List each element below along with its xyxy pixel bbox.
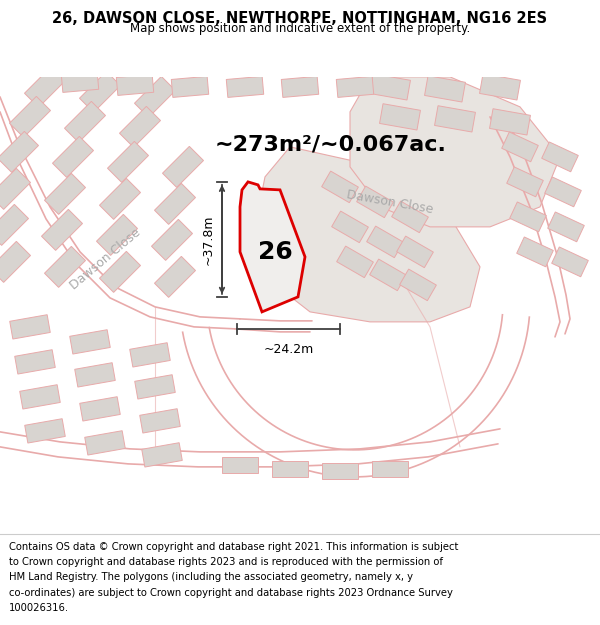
Polygon shape — [332, 211, 368, 242]
Text: to Crown copyright and database rights 2023 and is reproduced with the permissio: to Crown copyright and database rights 2… — [9, 557, 443, 567]
Polygon shape — [226, 76, 264, 98]
Polygon shape — [542, 142, 578, 172]
Polygon shape — [80, 397, 120, 421]
Polygon shape — [281, 76, 319, 98]
Text: Dawson Close: Dawson Close — [67, 226, 143, 292]
Polygon shape — [130, 342, 170, 367]
Polygon shape — [356, 186, 394, 218]
Polygon shape — [0, 168, 31, 209]
Polygon shape — [370, 259, 406, 291]
Polygon shape — [75, 362, 115, 387]
Polygon shape — [0, 131, 38, 173]
Polygon shape — [545, 177, 581, 207]
Polygon shape — [380, 104, 421, 130]
Polygon shape — [0, 204, 29, 246]
Polygon shape — [79, 71, 121, 112]
Polygon shape — [15, 350, 55, 374]
Polygon shape — [41, 209, 83, 251]
Polygon shape — [140, 409, 180, 433]
Polygon shape — [135, 375, 175, 399]
Polygon shape — [392, 201, 428, 232]
Text: ~24.2m: ~24.2m — [263, 343, 314, 356]
Polygon shape — [154, 256, 196, 298]
Polygon shape — [506, 167, 544, 197]
Polygon shape — [372, 461, 408, 477]
Polygon shape — [255, 147, 480, 322]
Text: Dawson Close: Dawson Close — [346, 188, 434, 216]
Text: HM Land Registry. The polygons (including the associated geometry, namely x, y: HM Land Registry. The polygons (includin… — [9, 572, 413, 582]
Polygon shape — [517, 237, 553, 267]
Polygon shape — [548, 212, 584, 242]
Polygon shape — [100, 251, 140, 292]
Polygon shape — [25, 419, 65, 443]
Polygon shape — [222, 457, 258, 473]
Polygon shape — [10, 96, 50, 138]
Polygon shape — [52, 136, 94, 178]
Polygon shape — [25, 66, 65, 108]
Polygon shape — [502, 132, 538, 162]
Polygon shape — [119, 106, 161, 148]
Polygon shape — [400, 269, 436, 301]
Polygon shape — [479, 74, 520, 100]
Polygon shape — [425, 76, 466, 102]
Polygon shape — [85, 431, 125, 455]
Polygon shape — [44, 246, 86, 288]
Polygon shape — [97, 214, 137, 256]
Polygon shape — [154, 183, 196, 224]
Text: Contains OS data © Crown copyright and database right 2021. This information is : Contains OS data © Crown copyright and d… — [9, 542, 458, 552]
Polygon shape — [490, 109, 530, 135]
Polygon shape — [171, 76, 209, 98]
Polygon shape — [20, 385, 60, 409]
Polygon shape — [272, 461, 308, 477]
Polygon shape — [142, 442, 182, 467]
Polygon shape — [551, 247, 589, 277]
Polygon shape — [44, 173, 86, 214]
Polygon shape — [397, 236, 433, 268]
Text: Map shows position and indicative extent of the property.: Map shows position and indicative extent… — [130, 22, 470, 35]
Polygon shape — [240, 182, 305, 312]
Polygon shape — [370, 74, 410, 100]
Text: 26: 26 — [257, 240, 292, 264]
Polygon shape — [151, 219, 193, 261]
Polygon shape — [322, 171, 358, 202]
Polygon shape — [10, 315, 50, 339]
Text: 100026316.: 100026316. — [9, 602, 69, 612]
Polygon shape — [0, 241, 31, 282]
Polygon shape — [134, 76, 176, 118]
Polygon shape — [100, 178, 140, 219]
Text: ~273m²/~0.067ac.: ~273m²/~0.067ac. — [215, 135, 447, 155]
Text: 26, DAWSON CLOSE, NEWTHORPE, NOTTINGHAM, NG16 2ES: 26, DAWSON CLOSE, NEWTHORPE, NOTTINGHAM,… — [52, 11, 548, 26]
Polygon shape — [509, 202, 547, 232]
Polygon shape — [434, 106, 475, 132]
Polygon shape — [64, 101, 106, 142]
Polygon shape — [116, 74, 154, 96]
Polygon shape — [107, 141, 149, 182]
Polygon shape — [350, 77, 560, 227]
Polygon shape — [61, 71, 99, 92]
Polygon shape — [337, 246, 373, 278]
Text: co-ordinates) are subject to Crown copyright and database rights 2023 Ordnance S: co-ordinates) are subject to Crown copyr… — [9, 588, 453, 598]
Polygon shape — [70, 330, 110, 354]
Polygon shape — [163, 146, 203, 188]
Polygon shape — [367, 226, 403, 258]
Polygon shape — [322, 463, 358, 479]
Polygon shape — [336, 76, 374, 98]
Text: ~37.8m: ~37.8m — [202, 214, 215, 264]
